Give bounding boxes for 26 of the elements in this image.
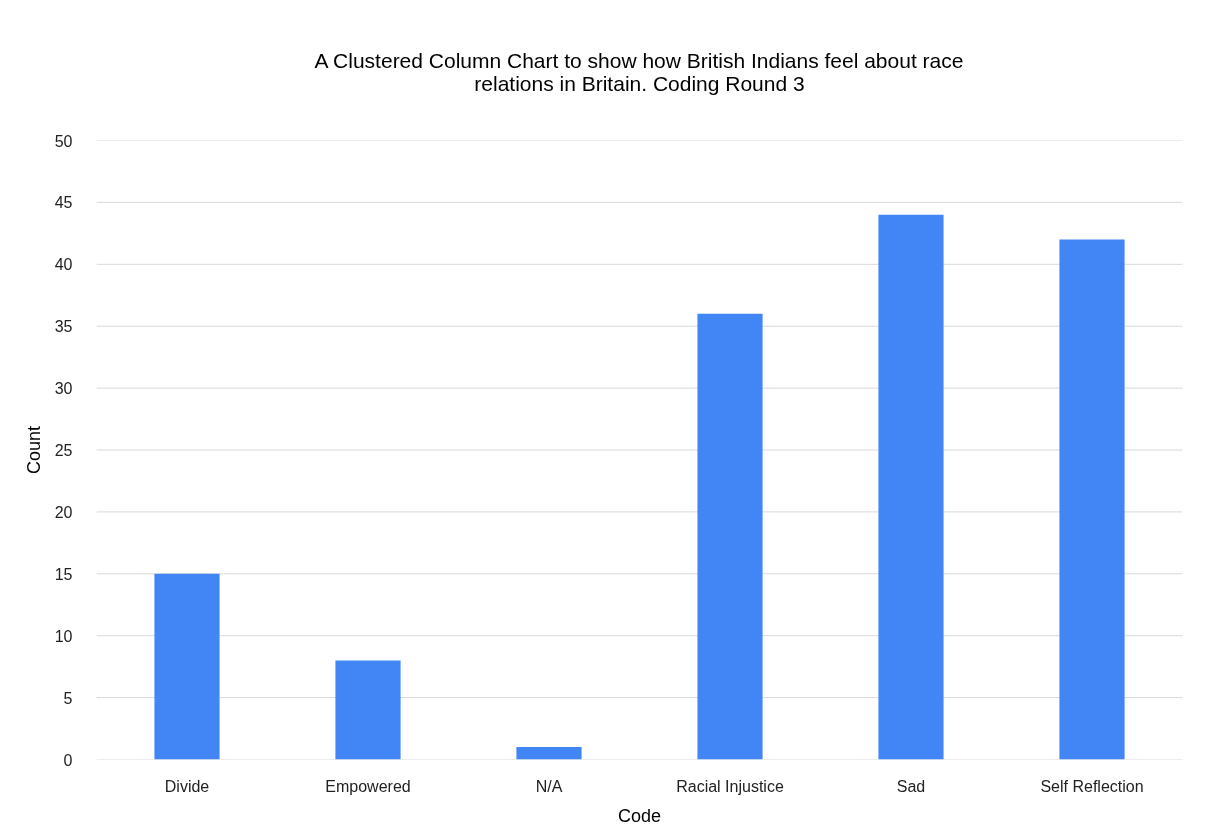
x-axis-title: Code: [617, 805, 662, 826]
x-tick-label: Sad: [896, 777, 926, 795]
y-tick-label: 15: [54, 565, 73, 583]
bar: [878, 214, 944, 760]
y-tick-label: 25: [54, 442, 73, 459]
y-tick-label: 20: [54, 503, 73, 521]
x-tick-label: Divide: [164, 777, 210, 795]
y-tick-label: 45: [54, 194, 73, 212]
y-tick-label: 10: [54, 627, 73, 645]
bar: [335, 660, 401, 760]
x-tick-label: Self Reflection: [1040, 777, 1144, 795]
bar: [154, 573, 220, 760]
y-axis-title: Count: [23, 425, 44, 475]
y-tick-label: 50: [54, 132, 73, 150]
bar: [697, 313, 763, 760]
y-tick-label: 0: [63, 751, 73, 769]
x-tick-label: Empowered: [325, 777, 411, 795]
y-tick-label: 35: [54, 318, 73, 336]
y-tick-label: 30: [54, 380, 73, 398]
y-tick-label: 5: [63, 689, 73, 707]
bar: [1059, 239, 1125, 760]
bar: [516, 747, 582, 760]
x-tick-label: N/A: [535, 777, 563, 795]
x-tick-label: Racial Injustice: [676, 777, 784, 795]
y-tick-label: 40: [54, 256, 73, 274]
chart-title: A Clustered Column Chart to show how British Indians feel about race relations in Britain. Coding Round 3: [314, 48, 964, 95]
